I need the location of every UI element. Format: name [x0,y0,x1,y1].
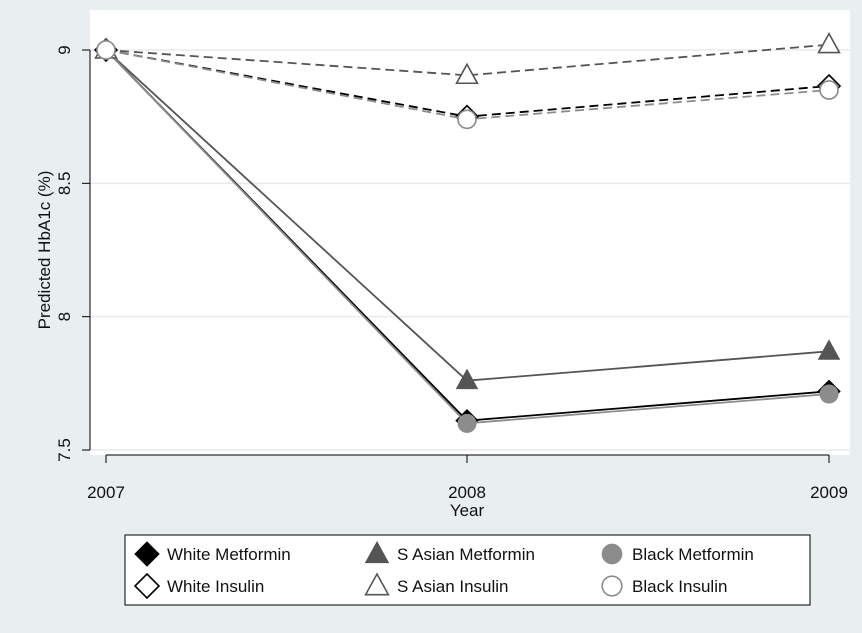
legend-label: White Metformin [167,545,291,564]
data-point [455,368,479,390]
data-point [819,80,839,100]
series-black-insulin [96,40,839,130]
x-tick-label: 2009 [810,483,848,502]
legend-marker [364,540,390,564]
legend: White Metformin S Asian Metformin Black Me… [124,534,811,606]
x-tick-label: 2008 [448,483,486,502]
legend-marker [601,575,623,597]
x-axis-title: Year [450,501,485,520]
legend-item: Black Metformin [601,543,754,565]
x-tick-label: 2007 [87,483,125,502]
series-layer [93,32,842,433]
data-point [455,62,479,85]
x-axis: 2007 2008 2009 [87,454,848,502]
y-axis-title: Predicted HbA1c (%) [35,171,54,330]
legend-item: White Metformin [134,541,291,567]
y-tick-label: 8.5 [55,172,74,196]
data-point [457,109,477,130]
legend-item: White Insulin [133,572,264,600]
legend-label: S Asian Insulin [397,577,509,596]
legend-marker [134,541,160,567]
legend-box [124,534,811,606]
legend-item: Black Insulin [601,575,727,597]
legend-item: S Asian Insulin [364,572,509,596]
legend-marker [364,572,390,596]
legend-label: White Insulin [167,577,264,596]
legend-label: Black Insulin [632,577,727,596]
legend-marker [601,543,623,565]
data-point [819,384,839,404]
gridlines [90,49,850,451]
legend-item: S Asian Metformin [364,540,535,564]
legend-label: Black Metformin [632,545,754,564]
data-point [457,413,477,433]
y-tick-label: 7.5 [55,438,74,462]
data-point [96,40,116,60]
y-tick-label: 8 [55,312,74,321]
data-point [817,32,841,54]
series-line [105,43,830,77]
legend-marker [133,572,161,600]
legend-label: S Asian Metformin [397,545,535,564]
data-point [817,339,841,360]
y-axis: 7.5 8 8.5 9 [55,45,91,462]
y-tick-label: 9 [55,45,74,54]
